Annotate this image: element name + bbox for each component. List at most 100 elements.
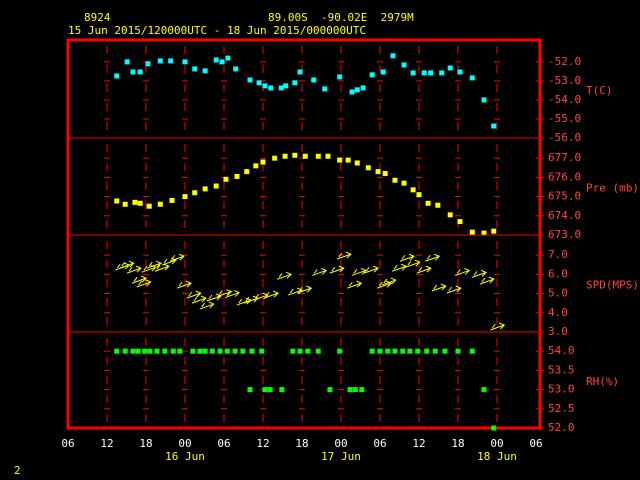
y-tick-label: 7.0	[548, 248, 568, 261]
arrow-shaft	[119, 260, 135, 269]
data-point	[197, 348, 203, 354]
data-point	[233, 66, 239, 72]
y-tick-label: 674.0	[548, 209, 581, 222]
y-tick-label: 53.5	[548, 363, 575, 376]
data-point	[424, 348, 430, 354]
data-point	[337, 157, 343, 163]
arrow-shaft	[351, 267, 367, 276]
arrow-shaft	[490, 322, 506, 331]
data-point	[400, 348, 406, 354]
wind-arrow	[224, 290, 240, 299]
data-point	[124, 59, 130, 65]
y-tick-label: 52.5	[548, 402, 575, 415]
page-number: 2	[14, 464, 21, 477]
data-point	[377, 348, 383, 354]
y-tick-label: 53.0	[548, 383, 575, 396]
arrow-shaft	[347, 280, 363, 289]
wind-arrow	[336, 251, 352, 260]
data-point	[469, 348, 475, 354]
data-point	[137, 200, 143, 206]
data-point	[481, 97, 487, 103]
arrow-shaft	[131, 275, 148, 284]
data-point	[170, 348, 176, 354]
wind-arrow	[276, 271, 292, 280]
wind-arrow	[154, 263, 170, 272]
data-point	[137, 69, 143, 75]
y-axis-label: Pre (mb)	[586, 182, 639, 195]
arrow-shaft	[297, 285, 313, 294]
data-point	[225, 55, 231, 61]
arrow-shaft	[199, 301, 215, 310]
data-point	[401, 62, 407, 68]
wind-arrow	[297, 285, 313, 294]
y-tick-label: -53.0	[548, 74, 581, 87]
y-tick-label: 675.0	[548, 190, 581, 203]
wind-arrow	[351, 267, 367, 276]
wind-arrow	[471, 269, 487, 278]
data-point	[360, 85, 366, 91]
wind-arrow	[431, 283, 447, 292]
data-point	[272, 155, 278, 161]
x-tick-label: 12	[256, 437, 269, 450]
x-tick-label: 12	[100, 437, 113, 450]
date-label: 18 Jun	[477, 450, 517, 463]
data-point	[369, 348, 375, 354]
data-point	[315, 348, 321, 354]
wind-arrow	[169, 253, 185, 262]
data-point	[481, 387, 487, 393]
data-point	[267, 387, 273, 393]
arrow-shaft	[224, 290, 240, 299]
x-tick-label: 12	[412, 437, 425, 450]
arrow-shaft	[136, 279, 152, 288]
data-point	[425, 200, 431, 206]
x-tick-label: 06	[61, 437, 74, 450]
data-point	[253, 163, 259, 169]
data-point	[491, 228, 497, 234]
data-point	[240, 348, 246, 354]
data-point	[292, 80, 298, 86]
data-point	[369, 72, 375, 78]
data-point	[407, 348, 413, 354]
data-point	[169, 197, 175, 203]
data-point	[154, 348, 160, 354]
data-point	[247, 387, 253, 393]
arrow-shaft	[399, 253, 415, 262]
data-point	[282, 153, 288, 159]
data-point	[247, 77, 253, 83]
y-tick-label: -55.0	[548, 112, 581, 125]
arrow-shaft	[312, 267, 328, 276]
data-point	[209, 348, 215, 354]
data-point	[177, 348, 183, 354]
data-point	[268, 85, 274, 91]
x-tick-label: 06	[373, 437, 386, 450]
data-point	[315, 153, 321, 159]
data-point	[421, 70, 427, 76]
data-point	[327, 387, 333, 393]
data-point	[192, 190, 198, 196]
y-axis-label: T(C)	[586, 84, 613, 97]
wind-arrow	[126, 265, 142, 274]
data-point	[142, 348, 148, 354]
data-point	[352, 387, 358, 393]
data-point	[249, 348, 255, 354]
x-tick-label: 18	[139, 437, 152, 450]
x-tick-label: 00	[334, 437, 347, 450]
data-point	[232, 348, 238, 354]
arrow-shaft	[431, 283, 447, 292]
data-point	[469, 229, 475, 235]
x-tick-label: 18	[451, 437, 464, 450]
time-period: 15 Jun 2015/120000UTC - 18 Jun 2015/0000…	[68, 24, 366, 37]
arrow-shaft	[446, 285, 462, 294]
data-point	[345, 157, 351, 163]
arrow-shaft	[206, 293, 222, 302]
data-point	[292, 152, 298, 158]
data-point	[432, 348, 438, 354]
y-tick-label: 5.0	[548, 287, 568, 300]
data-point	[447, 212, 453, 218]
wind-arrow	[206, 293, 222, 302]
data-point	[224, 348, 230, 354]
data-point	[410, 70, 416, 76]
wind-arrow	[391, 263, 408, 272]
data-point	[145, 61, 151, 67]
data-point	[213, 183, 219, 189]
